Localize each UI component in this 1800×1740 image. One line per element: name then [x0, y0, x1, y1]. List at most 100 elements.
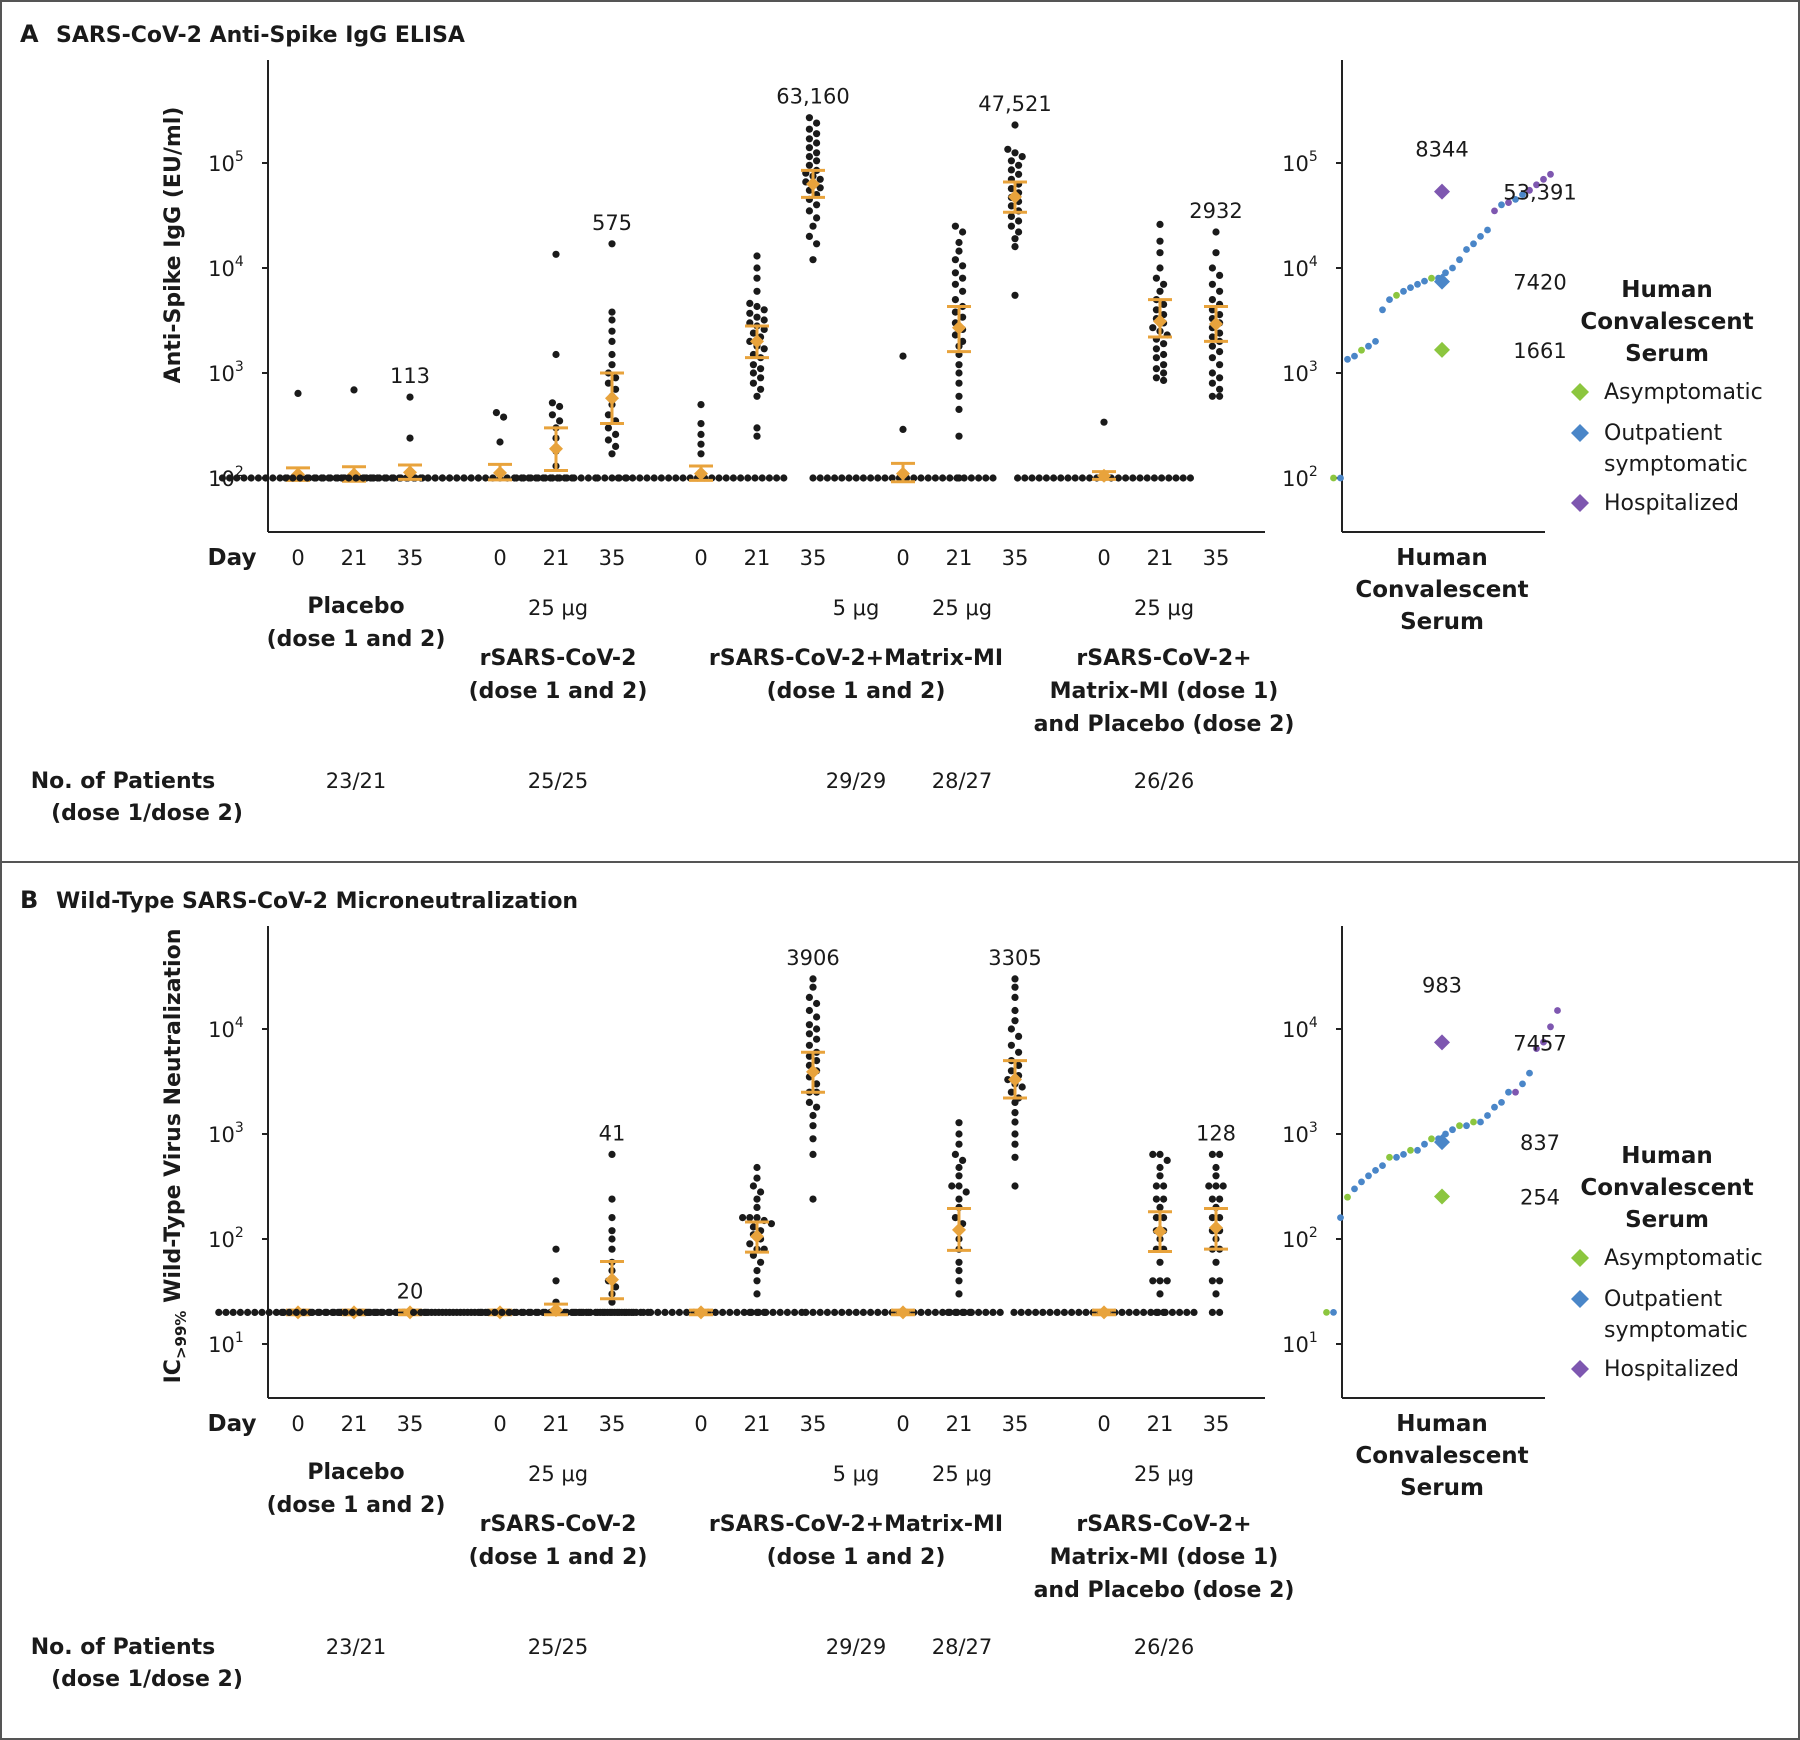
data-point: [1050, 474, 1058, 482]
day-tick-label: 0: [1097, 1412, 1110, 1436]
data-point: [813, 1025, 821, 1033]
y-tick-base: 10: [1282, 1333, 1309, 1357]
legend-label: Hospitalized: [1604, 1357, 1739, 1382]
data-point: [813, 119, 821, 127]
data-point: [388, 474, 396, 482]
legend-label: symptomatic: [1604, 1318, 1748, 1343]
y-tick-label: 102: [1282, 464, 1318, 491]
data-point: [951, 269, 960, 277]
conv-label: 254: [1520, 1185, 1560, 1209]
data-point: [760, 306, 768, 314]
patients-label: No. of Patients: [31, 769, 216, 794]
data-point: [604, 379, 613, 387]
day-tick-label: 21: [1147, 1412, 1174, 1436]
y-tick-base: 10: [1282, 152, 1309, 176]
data-point: [1208, 1150, 1216, 1158]
data-point: [1004, 1076, 1012, 1084]
gmt-marker: [1209, 1220, 1223, 1235]
data-point: [668, 1308, 676, 1316]
data-point: [1163, 1277, 1171, 1285]
data-point: [1149, 1277, 1157, 1285]
data-point: [265, 1308, 273, 1316]
gmt-marker: [1008, 189, 1022, 204]
data-point: [729, 474, 738, 482]
gmt-marker: [493, 465, 507, 480]
conv-data-point: [1358, 346, 1365, 354]
gmt-marker: [605, 1272, 619, 1287]
data-point: [1160, 350, 1168, 359]
data-point: [1165, 474, 1173, 482]
y-tick-exponent: 3: [1309, 359, 1318, 375]
data-point: [1208, 280, 1216, 288]
day-tick-label: 0: [694, 1412, 707, 1436]
data-point: [813, 130, 821, 138]
group-dose: 5 μg: [833, 596, 880, 620]
data-point: [959, 1156, 967, 1164]
data-point: [614, 474, 622, 482]
group-name-line: (dose 1 and 2): [469, 679, 648, 704]
y-axis-label-prefix: IC: [161, 1359, 186, 1383]
data-point: [760, 325, 768, 333]
data-point: [1190, 1308, 1198, 1316]
data-point: [955, 1119, 963, 1127]
data-point: [917, 1308, 925, 1316]
data-point: [955, 405, 963, 413]
data-point: [1212, 1290, 1220, 1298]
data-point: [675, 1308, 684, 1316]
data-point: [294, 389, 302, 397]
conv-data-point: [1491, 1103, 1498, 1111]
data-point: [1149, 324, 1157, 332]
data-point: [1007, 222, 1016, 230]
group-name-line: (dose 1 and 2): [267, 1493, 446, 1518]
data-point: [1118, 1308, 1126, 1316]
data-point: [332, 474, 340, 482]
data-point: [955, 1130, 963, 1138]
data-point: [608, 327, 616, 335]
conv-data-point: [1400, 1151, 1407, 1158]
day-tick-label: 35: [1203, 1412, 1230, 1436]
data-point: [1172, 474, 1180, 482]
data-point: [356, 1308, 364, 1316]
data-point: [334, 1308, 342, 1316]
gmt-marker: [1153, 314, 1167, 329]
day-tick-label: 0: [1097, 546, 1110, 570]
group-2: 0 21 35 3906 5 μg rSARS-CoV-2+Matrix-MI (dose …: [596, 946, 1003, 1659]
data-point: [955, 1163, 963, 1172]
y-axis-label: IC>99% Wild-Type Virus Neutralization: [161, 929, 190, 1384]
conv-data-point: [1484, 226, 1491, 234]
conv-x-label: Human: [1396, 545, 1487, 571]
data-point: [1007, 1088, 1016, 1096]
y-tick-exponent: 5: [1309, 149, 1318, 165]
data-point: [757, 385, 765, 393]
data-point: [749, 379, 758, 387]
day-tick-label: 35: [397, 546, 424, 570]
y-tick-exponent: 4: [235, 1015, 244, 1031]
data-point: [955, 1182, 963, 1190]
data-point: [548, 474, 557, 482]
data-point: [1212, 1182, 1220, 1190]
data-point: [491, 1308, 499, 1316]
data-point: [1208, 1195, 1216, 1203]
data-point: [467, 474, 475, 482]
data-point: [424, 474, 432, 482]
data-point: [1208, 306, 1216, 314]
data-point: [753, 287, 761, 295]
data-point: [802, 1308, 810, 1316]
group-name-line: Placebo: [307, 594, 404, 619]
data-point: [951, 331, 960, 339]
conv-data-point: [1498, 201, 1505, 209]
data-point: [661, 1308, 669, 1316]
conv-data-point: [1337, 1214, 1344, 1221]
conv-data-point: [1512, 1088, 1519, 1096]
data-point: [1136, 474, 1144, 482]
data-point: [955, 432, 963, 440]
data-point: [757, 374, 765, 382]
day-tick-label: 0: [896, 1412, 909, 1436]
y-tick-base: 10: [208, 257, 235, 281]
data-point: [813, 201, 821, 209]
data-point: [1160, 1195, 1168, 1203]
data-point: [1205, 1182, 1213, 1190]
data-point: [338, 474, 346, 482]
conv-data-point: [1456, 256, 1463, 264]
data-point: [563, 474, 571, 482]
